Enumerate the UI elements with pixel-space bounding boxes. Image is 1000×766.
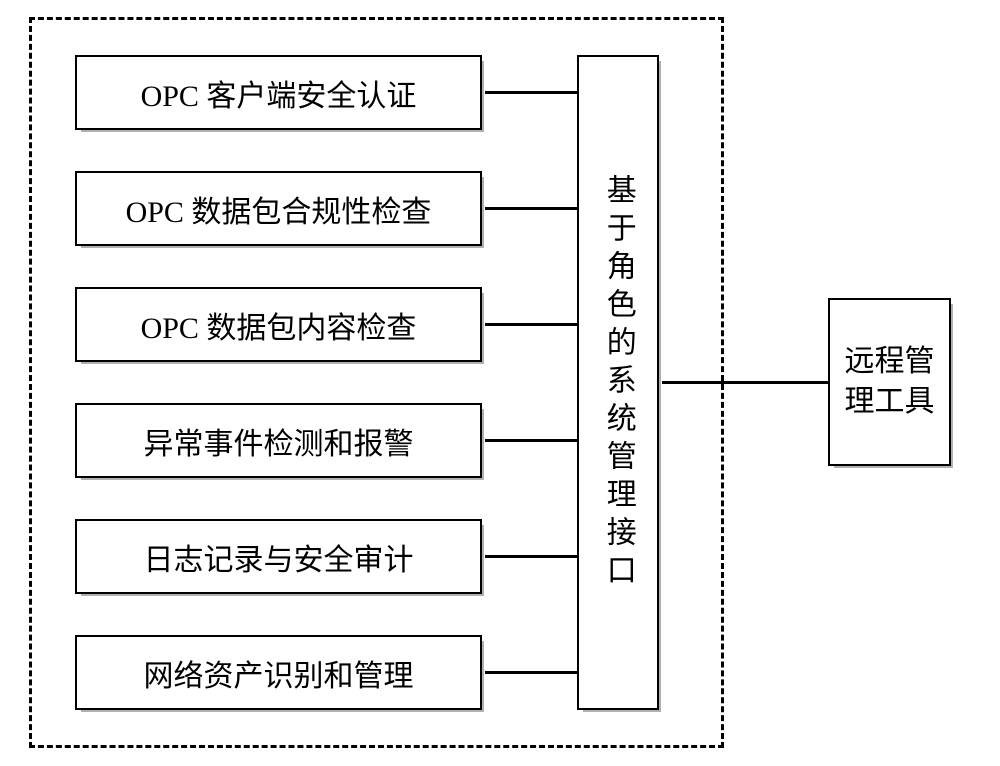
- left-box-label-4: 日志记录与安全审计: [144, 535, 414, 579]
- right-box: 远程管理工具: [828, 298, 951, 466]
- left-box-2: OPC 数据包内容检查: [75, 287, 482, 362]
- left-box-label-0: OPC 客户端安全认证: [141, 71, 417, 115]
- middle-box-label: 基于角色的系统管理接口: [602, 174, 634, 592]
- left-box-0: OPC 客户端安全认证: [75, 55, 482, 130]
- diagram-canvas: OPC 客户端安全认证 OPC 数据包合规性检查 OPC 数据包内容检查异常事件检测…: [0, 0, 1000, 766]
- left-box-3: 异常事件检测和报警: [75, 403, 482, 478]
- middle-box: 基于角色的系统管理接口: [577, 55, 659, 710]
- connector-left-0: [485, 91, 577, 94]
- connector-middle-right: [662, 381, 828, 384]
- right-box-label: 远程管理工具: [845, 342, 935, 423]
- left-box-4: 日志记录与安全审计: [75, 519, 482, 594]
- connector-left-3: [485, 439, 577, 442]
- left-box-label-1: OPC 数据包合规性检查: [126, 187, 432, 231]
- left-box-label-2: OPC 数据包内容检查: [141, 303, 417, 347]
- left-box-5: 网络资产识别和管理: [75, 635, 482, 710]
- left-box-1: OPC 数据包合规性检查: [75, 171, 482, 246]
- connector-left-2: [485, 323, 577, 326]
- left-box-label-3: 异常事件检测和报警: [144, 419, 414, 463]
- connector-left-5: [485, 671, 577, 674]
- left-box-label-5: 网络资产识别和管理: [144, 651, 414, 695]
- connector-left-1: [485, 207, 577, 210]
- connector-left-4: [485, 555, 577, 558]
